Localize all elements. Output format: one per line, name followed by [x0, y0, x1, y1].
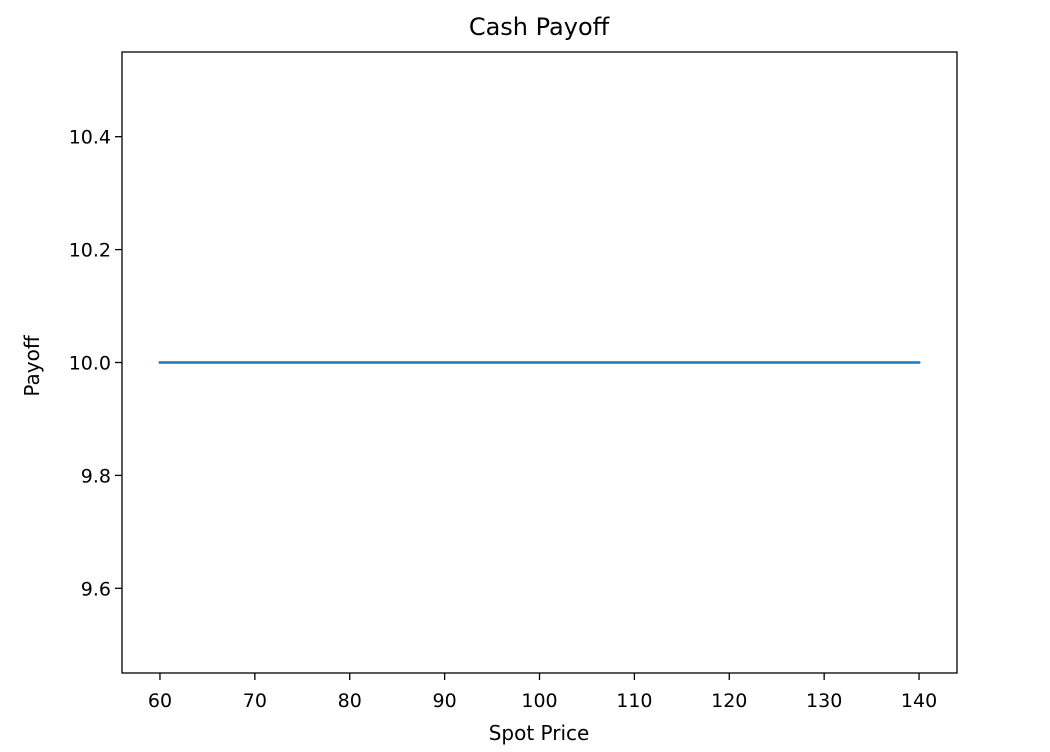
x-tick-label: 130 [806, 690, 842, 712]
y-tick-label: 10.2 [69, 240, 111, 262]
y-tick-label: 10.4 [69, 127, 111, 149]
x-tick-label: 110 [616, 690, 652, 712]
y-tick-label: 9.8 [81, 465, 111, 487]
x-tick-label: 140 [901, 690, 937, 712]
x-axis-ticks: 60 70 80 90 100 110 120 130 140 [148, 673, 937, 712]
y-axis-ticks: 9.6 9.8 10.0 10.2 10.4 [69, 127, 122, 600]
x-axis-label: Spot Price [489, 721, 590, 745]
x-tick-label: 120 [711, 690, 747, 712]
x-tick-label: 90 [433, 690, 457, 712]
y-axis-label: Payoff [20, 334, 44, 396]
x-tick-label: 100 [521, 690, 557, 712]
x-tick-label: 60 [148, 690, 172, 712]
y-tick-label: 10.0 [69, 353, 111, 375]
y-tick-label: 9.6 [81, 578, 111, 600]
chart-title: Cash Payoff [469, 13, 610, 41]
x-tick-label: 70 [243, 690, 267, 712]
x-tick-label: 80 [338, 690, 362, 712]
